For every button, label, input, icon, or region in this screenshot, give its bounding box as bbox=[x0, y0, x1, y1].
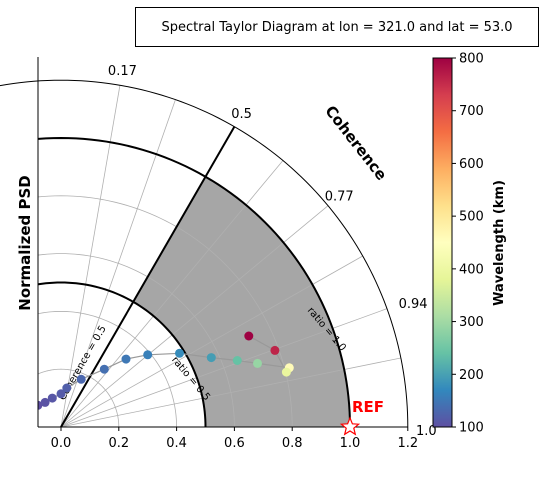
x-tick-label: 1.0 bbox=[340, 436, 361, 451]
data-point bbox=[99, 364, 109, 374]
data-point bbox=[232, 356, 242, 365]
colorbar-tick-label: 600 bbox=[459, 157, 484, 172]
coherence-line bbox=[60, 126, 236, 427]
x-tick-label: 1.2 bbox=[397, 436, 418, 451]
data-point bbox=[281, 367, 291, 377]
colorbar-label: Wavelength (km) bbox=[492, 180, 507, 306]
y-axis-label: Normalized PSD bbox=[16, 175, 34, 310]
data-point bbox=[270, 345, 280, 355]
x-tick-label: 0.6 bbox=[224, 436, 245, 451]
x-tick-label: 0.4 bbox=[166, 436, 187, 451]
grid-arc bbox=[38, 195, 293, 427]
coherence-tick-label: 0.94 bbox=[399, 297, 428, 312]
data-point bbox=[175, 348, 184, 358]
coherence-tick-label: 0.77 bbox=[325, 190, 354, 205]
data-point bbox=[143, 350, 153, 360]
colorbar bbox=[432, 57, 453, 428]
grid-arc bbox=[38, 310, 177, 427]
ratio-arc bbox=[38, 136, 351, 427]
colorbar-tick-label: 300 bbox=[459, 315, 484, 330]
colorbar-tick-label: 800 bbox=[459, 52, 484, 67]
colorbar-tick-label: 400 bbox=[459, 262, 484, 277]
data-point bbox=[244, 331, 254, 341]
ref-label: REF bbox=[352, 398, 384, 416]
coherence-tick-label: 1.0 bbox=[416, 424, 437, 439]
data-point bbox=[253, 358, 262, 368]
data-point bbox=[206, 353, 216, 363]
chart-title: Spectral Taylor Diagram at lon = 321.0 a… bbox=[135, 7, 539, 47]
colorbar-tick-label: 700 bbox=[459, 104, 484, 119]
ref-star-marker bbox=[339, 416, 361, 436]
grid-arc bbox=[38, 253, 235, 427]
coherence-axis-label: Coherence bbox=[321, 102, 390, 184]
skill-region bbox=[133, 176, 350, 427]
colorbar-tick-label: 100 bbox=[459, 421, 484, 436]
grid-arc bbox=[38, 368, 120, 427]
data-point bbox=[62, 383, 72, 393]
data-point bbox=[47, 393, 57, 403]
data-point bbox=[40, 397, 50, 407]
x-tick-label: 0.0 bbox=[51, 436, 72, 451]
outer-arc bbox=[0, 79, 409, 428]
colorbar-tick-label: 500 bbox=[459, 210, 484, 225]
data-point bbox=[121, 354, 131, 364]
colorbar-tick-label: 200 bbox=[459, 368, 484, 383]
coherence-tick-label: 0.5 bbox=[231, 107, 252, 122]
x-tick-label: 0.8 bbox=[282, 436, 303, 451]
data-point bbox=[56, 389, 66, 399]
x-tick-label: 0.2 bbox=[108, 436, 129, 451]
data-point bbox=[76, 374, 86, 384]
coherence-tick-label: 0.17 bbox=[108, 64, 137, 79]
